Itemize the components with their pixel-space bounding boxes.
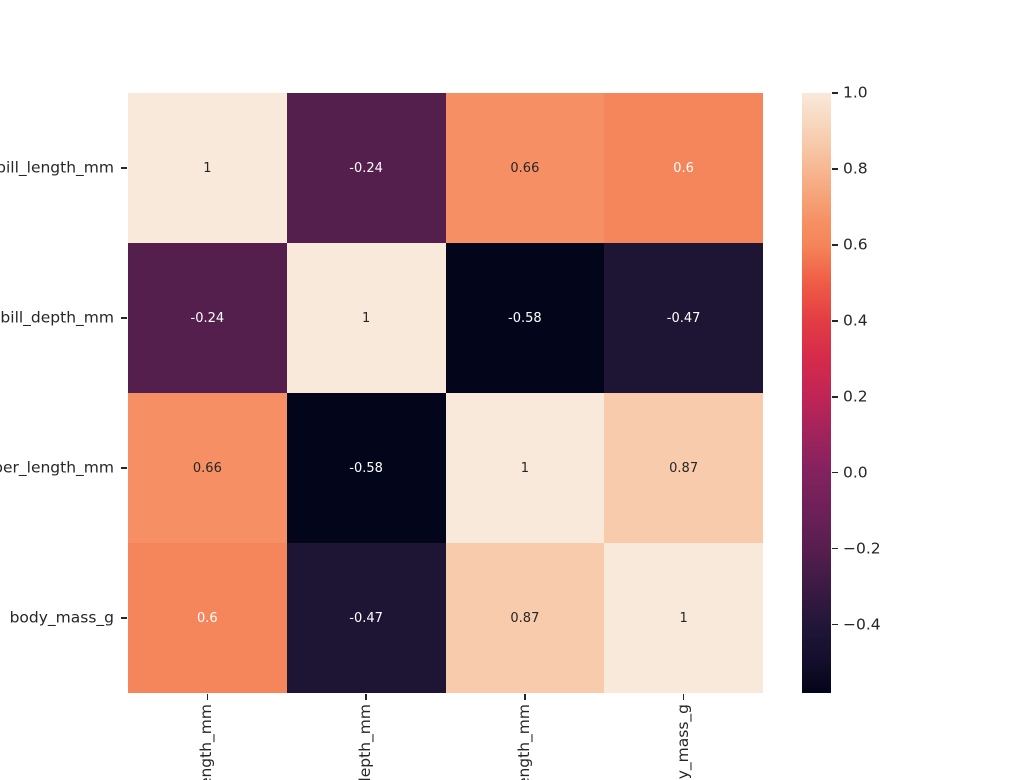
x-axis-label: flipper_length_mm (514, 704, 533, 780)
colorbar (802, 93, 831, 693)
x-tick (365, 694, 367, 700)
heatmap-cell: 1 (445, 393, 605, 543)
colorbar-tick (832, 396, 838, 398)
colorbar-tick-label: −0.4 (843, 615, 881, 634)
heatmap-cell: 0.66 (445, 93, 605, 243)
colorbar-tick (832, 471, 838, 474)
heatmap-cell: -0.47 (604, 243, 763, 393)
colorbar-tick (832, 168, 838, 170)
colorbar-tick-label: 0.8 (843, 159, 868, 178)
cell-value: -0.47 (666, 310, 701, 326)
cell-value: 1 (679, 610, 688, 626)
x-axis-label: body_mass_g (673, 704, 692, 780)
x-tick (524, 694, 526, 700)
heatmap-cell: 0.6 (128, 543, 287, 693)
colorbar-tick-label: 0.6 (843, 235, 868, 254)
cell-value: -0.58 (349, 460, 383, 476)
cell-value: 0.66 (510, 160, 540, 176)
heatmap-cell: 0.6 (604, 93, 763, 243)
y-axis-label: body_mass_g (9, 608, 114, 627)
colorbar-tick (832, 623, 838, 626)
x-axis-label: bill_depth_mm (356, 704, 375, 780)
heatmap-cell: 1 (604, 543, 763, 693)
colorbar-tick (832, 547, 838, 550)
cell-value: -0.24 (349, 160, 383, 176)
heatmap-cell: -0.47 (286, 543, 446, 693)
heatmap-cell: 0.87 (604, 393, 763, 543)
cell-value: 0.6 (197, 610, 218, 626)
colorbar-tick-label: −0.2 (843, 539, 881, 558)
x-axis-label: bill_length_mm (197, 704, 216, 780)
colorbar-tick-label: 1.0 (843, 83, 868, 102)
y-tick (121, 467, 127, 469)
heatmap-cell: -0.58 (286, 393, 446, 543)
heatmap-cell: 1 (128, 93, 287, 243)
cell-value: -0.58 (508, 310, 542, 326)
cell-value: 1 (520, 460, 530, 476)
heatmap-cell: 0.66 (128, 393, 287, 543)
x-tick (206, 694, 209, 700)
heatmap-cell: -0.24 (286, 93, 446, 243)
heatmap-cell: -0.24 (128, 243, 287, 393)
colorbar-tick (832, 320, 838, 322)
y-tick (121, 167, 127, 169)
cell-value: 0.87 (669, 460, 699, 476)
y-axis-label: flipper_length_mm (0, 458, 114, 477)
colorbar-tick-label: 0.4 (843, 311, 868, 330)
cell-value: 0.66 (192, 460, 222, 476)
cell-value: 0.87 (510, 610, 540, 626)
x-tick (682, 694, 685, 700)
y-tick (121, 317, 127, 319)
colorbar-tick-label: 0.2 (843, 387, 868, 406)
heatmap-cell: 1 (286, 243, 446, 393)
cell-value: 1 (203, 160, 212, 176)
y-axis-label: bill_length_mm (0, 158, 114, 177)
cell-value: -0.47 (349, 610, 383, 626)
colorbar-tick (832, 92, 838, 94)
y-tick (121, 617, 127, 619)
colorbar-tick (832, 244, 838, 246)
y-axis-label: bill_depth_mm (0, 308, 114, 327)
heatmap-cell: 0.87 (445, 543, 605, 693)
heatmap-grid: 1 -0.24 0.66 0.6 -0.24 1 -0.58 -0.47 0.66 -0.58 1 0… (128, 93, 763, 693)
cell-value: -0.24 (190, 310, 225, 326)
cell-value: 1 (361, 310, 371, 326)
heatmap-cell: -0.58 (445, 243, 605, 393)
cell-value: 0.6 (673, 160, 694, 176)
colorbar-tick-label: 0.0 (843, 463, 868, 482)
